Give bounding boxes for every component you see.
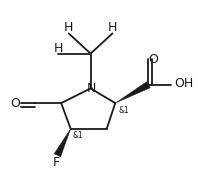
Polygon shape xyxy=(54,129,71,157)
Text: F: F xyxy=(53,156,60,169)
Text: O: O xyxy=(148,53,158,66)
Text: N: N xyxy=(87,81,96,94)
Text: H: H xyxy=(64,21,73,34)
Text: &1: &1 xyxy=(72,131,83,140)
Text: &1: &1 xyxy=(118,106,129,115)
Text: H: H xyxy=(108,21,117,34)
Text: OH: OH xyxy=(174,77,193,90)
Text: O: O xyxy=(11,97,21,110)
Polygon shape xyxy=(115,82,150,103)
Text: H: H xyxy=(54,42,63,55)
